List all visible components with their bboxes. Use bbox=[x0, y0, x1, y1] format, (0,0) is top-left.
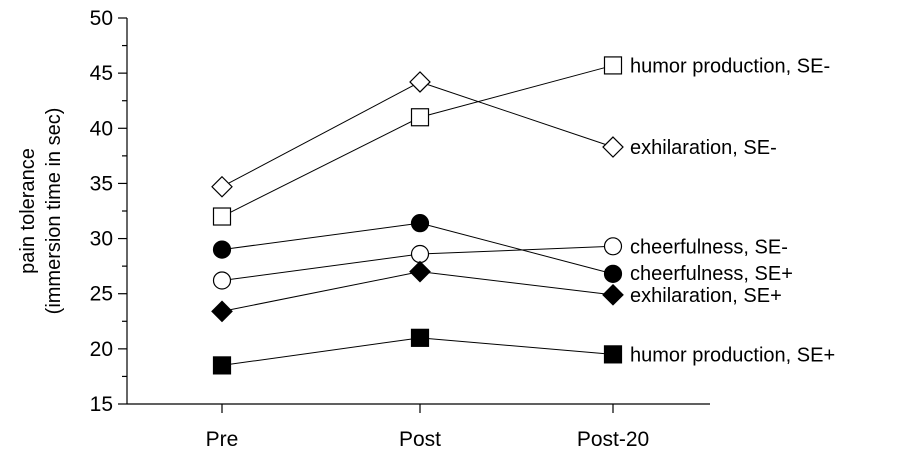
series-line-segment bbox=[419, 271, 614, 296]
x-ticks: Pre Post Post-20 bbox=[206, 404, 649, 450]
series-group: humor production, SE-exhilaration, SE-ch… bbox=[211, 55, 835, 375]
series-label: humor production, SE+ bbox=[630, 344, 835, 366]
y-tick-label: 35 bbox=[90, 172, 113, 195]
series-line-segment bbox=[221, 81, 421, 188]
series-line-segment bbox=[221, 222, 421, 251]
data-point-diamond bbox=[602, 136, 624, 158]
y-tick-label: 30 bbox=[90, 228, 113, 251]
series-cheerfulness-se: cheerfulness, SE- bbox=[212, 236, 788, 290]
data-point-square bbox=[410, 108, 430, 127]
data-point-diamond bbox=[602, 283, 624, 306]
y-axis-title-line-1: pain tolerance bbox=[17, 148, 39, 274]
series-exhilaration-se: exhilaration, SE- bbox=[211, 71, 777, 198]
y-tick-label: 20 bbox=[90, 338, 113, 361]
data-point-circle bbox=[603, 237, 623, 256]
data-point-diamond bbox=[409, 260, 431, 283]
data-point-square bbox=[212, 207, 232, 226]
series-line-segment bbox=[221, 337, 421, 366]
series-label: cheerfulness, SE+ bbox=[630, 263, 793, 285]
data-point-circle bbox=[410, 244, 430, 264]
series-line-segment bbox=[221, 253, 421, 281]
x-tick-label-post-20: Post-20 bbox=[577, 428, 649, 450]
series-line-segment bbox=[419, 81, 614, 148]
series-label: exhilaration, SE+ bbox=[630, 285, 782, 307]
y-tick-label: 50 bbox=[90, 7, 113, 30]
data-point-circle bbox=[212, 271, 232, 290]
series-label: cheerfulness, SE- bbox=[630, 236, 788, 258]
series-line-segment bbox=[221, 116, 421, 217]
x-tick-label-pre: Pre bbox=[206, 428, 239, 450]
series-line-segment bbox=[419, 337, 614, 355]
data-point-circle bbox=[212, 240, 232, 259]
y-tick-label: 40 bbox=[90, 117, 113, 140]
series-exhilaration-se: exhilaration, SE+ bbox=[211, 260, 782, 323]
data-point-square bbox=[410, 328, 430, 347]
series-line-segment bbox=[419, 64, 614, 118]
series-cheerfulness-se: cheerfulness, SE+ bbox=[212, 214, 793, 285]
data-point-diamond bbox=[409, 71, 431, 93]
x-tick-label-post: Post bbox=[399, 428, 441, 450]
data-point-square bbox=[603, 345, 623, 364]
series-line-segment bbox=[419, 222, 614, 275]
data-point-circle bbox=[410, 214, 430, 233]
data-point-square bbox=[212, 356, 232, 375]
y-axis-title: pain tolerance (immersion time in sec) bbox=[17, 108, 65, 315]
data-point-circle bbox=[603, 264, 623, 283]
data-point-diamond bbox=[211, 175, 233, 198]
y-ticks: 15 20 25 30 35 40 45 50 bbox=[90, 7, 127, 416]
y-tick-label: 15 bbox=[90, 393, 113, 416]
y-tick-label: 45 bbox=[90, 62, 113, 85]
y-axis-title-line-2: (immersion time in sec) bbox=[43, 108, 65, 315]
series-label: exhilaration, SE- bbox=[630, 137, 777, 159]
y-tick-label: 25 bbox=[90, 283, 113, 306]
data-point-diamond bbox=[211, 300, 233, 323]
series-label: humor production, SE- bbox=[630, 55, 830, 77]
series-line-segment bbox=[419, 245, 614, 255]
series-humor-production-se: humor production, SE- bbox=[212, 55, 830, 226]
series-line-segment bbox=[221, 271, 421, 312]
data-point-square bbox=[603, 56, 623, 75]
series-humor-production-se: humor production, SE+ bbox=[212, 328, 835, 375]
